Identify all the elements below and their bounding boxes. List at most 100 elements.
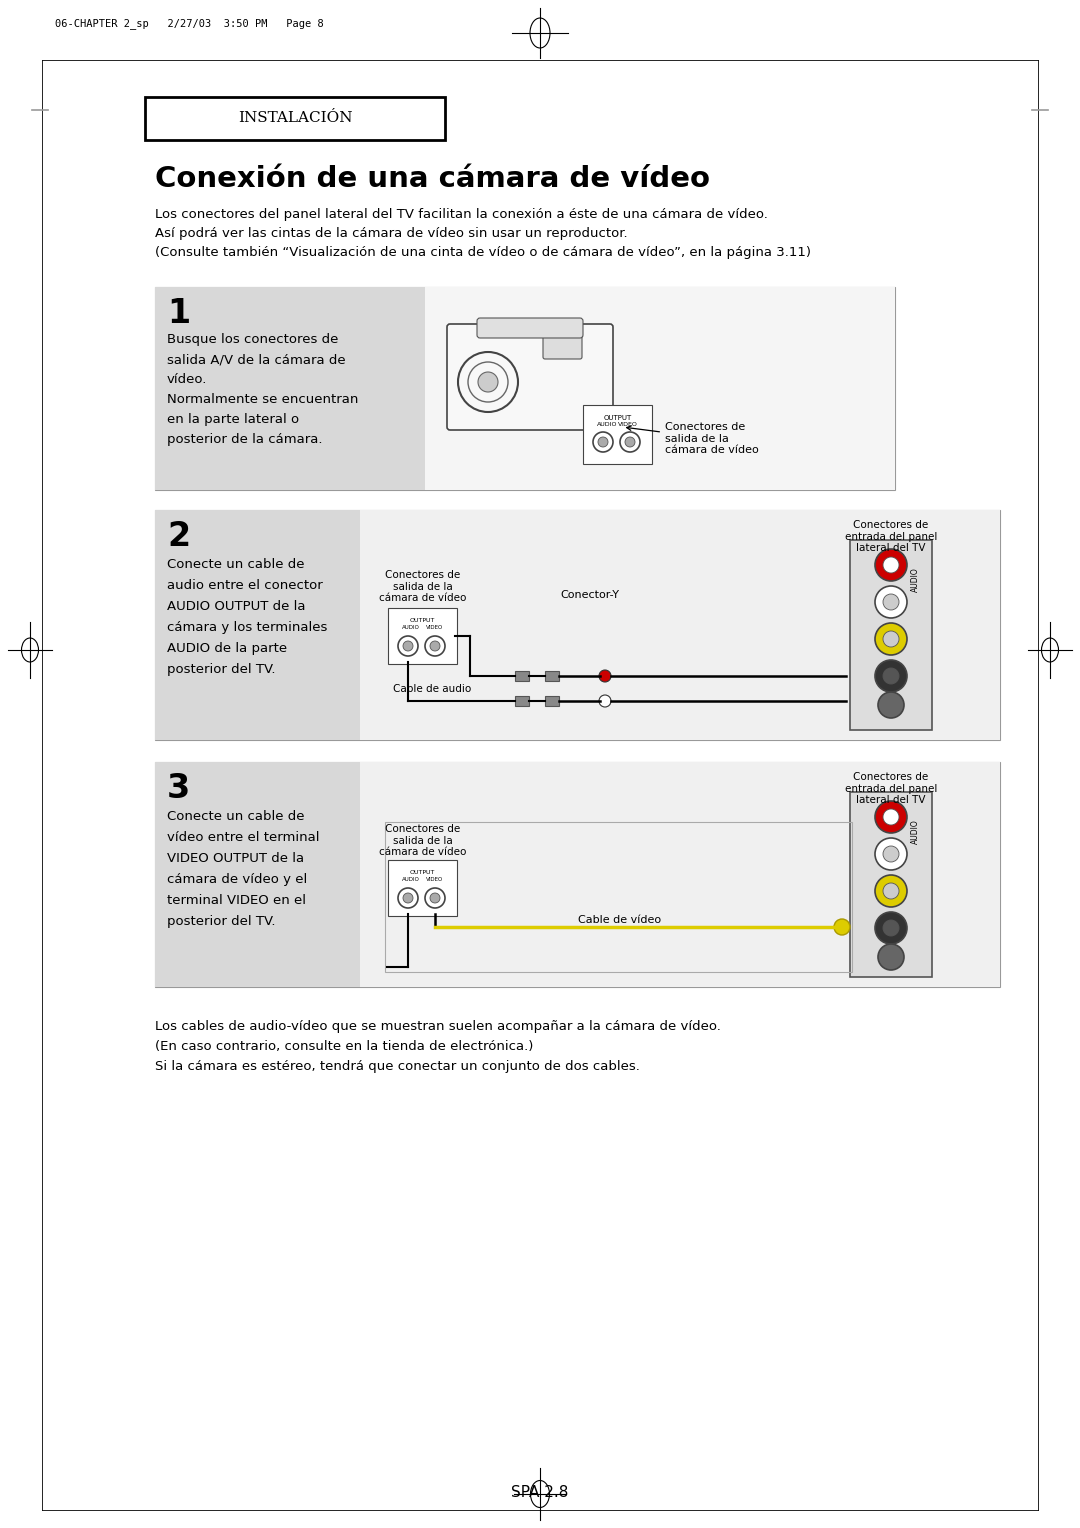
Text: OUTPUT: OUTPUT bbox=[604, 416, 632, 422]
Circle shape bbox=[883, 920, 899, 937]
Text: (Consulte también “Visualización de una cinta de vídeo o de cámara de vídeo”, en: (Consulte también “Visualización de una … bbox=[156, 246, 811, 260]
Circle shape bbox=[875, 660, 907, 692]
Text: Conectores de
salida de la
cámara de vídeo: Conectores de salida de la cámara de víd… bbox=[626, 422, 759, 455]
FancyBboxPatch shape bbox=[360, 510, 1000, 740]
Text: (En caso contrario, consulte en la tienda de electrónica.): (En caso contrario, consulte en la tiend… bbox=[156, 1041, 534, 1053]
FancyBboxPatch shape bbox=[388, 608, 457, 665]
Text: Cable de audio: Cable de audio bbox=[393, 685, 472, 694]
Text: salida A/V de la cámara de: salida A/V de la cámara de bbox=[167, 353, 346, 367]
Text: Normalmente se encuentran: Normalmente se encuentran bbox=[167, 393, 359, 406]
Text: terminal VIDEO en el: terminal VIDEO en el bbox=[167, 894, 306, 908]
Text: Conexión de una cámara de vídeo: Conexión de una cámara de vídeo bbox=[156, 165, 710, 193]
Text: Conectores de
salida de la
cámara de vídeo: Conectores de salida de la cámara de víd… bbox=[379, 570, 467, 604]
FancyBboxPatch shape bbox=[850, 539, 932, 730]
Circle shape bbox=[599, 695, 611, 707]
Text: posterior del TV.: posterior del TV. bbox=[167, 663, 275, 675]
Text: 1: 1 bbox=[167, 296, 190, 330]
Text: cámara de vídeo y el: cámara de vídeo y el bbox=[167, 872, 307, 886]
Circle shape bbox=[875, 587, 907, 617]
Circle shape bbox=[875, 549, 907, 581]
Text: VIDEO OUTPUT de la: VIDEO OUTPUT de la bbox=[167, 853, 305, 865]
Text: Así podrá ver las cintas de la cámara de vídeo sin usar un reproductor.: Así podrá ver las cintas de la cámara de… bbox=[156, 228, 627, 240]
Text: 3: 3 bbox=[167, 772, 190, 805]
Text: Los conectores del panel lateral del TV facilitan la conexión a éste de una cáma: Los conectores del panel lateral del TV … bbox=[156, 208, 768, 222]
Text: VIDEO: VIDEO bbox=[426, 625, 443, 630]
FancyBboxPatch shape bbox=[156, 510, 360, 740]
Circle shape bbox=[878, 692, 904, 718]
Circle shape bbox=[478, 371, 498, 393]
Text: Si la cámara es estéreo, tendrá que conectar un conjunto de dos cables.: Si la cámara es estéreo, tendrá que cone… bbox=[156, 1060, 639, 1073]
Text: OUTPUT: OUTPUT bbox=[409, 869, 435, 876]
Circle shape bbox=[834, 918, 850, 935]
Text: SPA 2.8: SPA 2.8 bbox=[511, 1485, 569, 1500]
Text: Los cables de audio-vídeo que se muestran suelen acompañar a la cámara de vídeo.: Los cables de audio-vídeo que se muestra… bbox=[156, 1021, 720, 1033]
Text: AUDIO: AUDIO bbox=[402, 877, 419, 882]
FancyBboxPatch shape bbox=[545, 695, 559, 706]
Text: AUDIO: AUDIO bbox=[402, 625, 419, 630]
Text: en la parte lateral o: en la parte lateral o bbox=[167, 413, 299, 426]
FancyBboxPatch shape bbox=[543, 330, 582, 359]
Text: vídeo entre el terminal: vídeo entre el terminal bbox=[167, 831, 320, 843]
Text: 06-CHAPTER 2_sp   2/27/03  3:50 PM   Page 8: 06-CHAPTER 2_sp 2/27/03 3:50 PM Page 8 bbox=[55, 18, 324, 29]
Text: Busque los conectores de: Busque los conectores de bbox=[167, 333, 338, 345]
Text: VIDEO: VIDEO bbox=[426, 877, 443, 882]
Circle shape bbox=[430, 892, 440, 903]
Text: INSTALACIÓN: INSTALACIÓN bbox=[238, 112, 352, 125]
Circle shape bbox=[625, 437, 635, 448]
FancyBboxPatch shape bbox=[545, 671, 559, 681]
Circle shape bbox=[875, 623, 907, 656]
Text: OUTPUT: OUTPUT bbox=[409, 617, 435, 623]
Circle shape bbox=[883, 847, 899, 862]
Text: Conectores de
entrada del panel
lateral del TV: Conectores de entrada del panel lateral … bbox=[845, 772, 937, 805]
FancyBboxPatch shape bbox=[360, 762, 1000, 987]
Text: AUDIO: AUDIO bbox=[597, 422, 618, 426]
Circle shape bbox=[883, 668, 899, 685]
Text: posterior del TV.: posterior del TV. bbox=[167, 915, 275, 927]
FancyBboxPatch shape bbox=[515, 695, 529, 706]
FancyBboxPatch shape bbox=[515, 671, 529, 681]
FancyBboxPatch shape bbox=[156, 287, 426, 490]
Circle shape bbox=[599, 669, 611, 681]
Circle shape bbox=[598, 437, 608, 448]
Text: AUDIO OUTPUT de la: AUDIO OUTPUT de la bbox=[167, 601, 306, 613]
Text: Cable de vídeo: Cable de vídeo bbox=[579, 915, 662, 924]
FancyBboxPatch shape bbox=[156, 510, 1000, 740]
Circle shape bbox=[875, 801, 907, 833]
Circle shape bbox=[875, 912, 907, 944]
Circle shape bbox=[883, 558, 899, 573]
Text: Conecte un cable de: Conecte un cable de bbox=[167, 810, 305, 824]
Circle shape bbox=[878, 944, 904, 970]
Circle shape bbox=[883, 594, 899, 610]
Circle shape bbox=[883, 631, 899, 646]
FancyBboxPatch shape bbox=[388, 860, 457, 915]
FancyBboxPatch shape bbox=[583, 405, 652, 465]
Circle shape bbox=[403, 892, 413, 903]
Text: Conectores de
entrada del panel
lateral del TV: Conectores de entrada del panel lateral … bbox=[845, 520, 937, 553]
Text: vídeo.: vídeo. bbox=[167, 373, 207, 387]
Text: VIDEO: VIDEO bbox=[618, 422, 637, 426]
Text: audio entre el conector: audio entre el conector bbox=[167, 579, 323, 591]
Text: cámara y los terminales: cámara y los terminales bbox=[167, 620, 327, 634]
FancyBboxPatch shape bbox=[156, 762, 360, 987]
FancyBboxPatch shape bbox=[426, 287, 895, 490]
Text: Conecte un cable de: Conecte un cable de bbox=[167, 558, 305, 571]
FancyBboxPatch shape bbox=[477, 318, 583, 338]
Text: Conectores de
salida de la
cámara de vídeo: Conectores de salida de la cámara de víd… bbox=[379, 824, 467, 857]
FancyBboxPatch shape bbox=[850, 792, 932, 976]
Text: Conector-Y: Conector-Y bbox=[561, 590, 619, 601]
Text: AUDIO de la parte: AUDIO de la parte bbox=[167, 642, 287, 656]
FancyBboxPatch shape bbox=[447, 324, 613, 429]
Circle shape bbox=[875, 876, 907, 908]
FancyBboxPatch shape bbox=[145, 96, 445, 141]
Circle shape bbox=[883, 808, 899, 825]
Circle shape bbox=[430, 642, 440, 651]
Text: 2: 2 bbox=[167, 520, 190, 553]
FancyBboxPatch shape bbox=[156, 287, 895, 490]
Circle shape bbox=[883, 883, 899, 898]
Circle shape bbox=[403, 642, 413, 651]
FancyBboxPatch shape bbox=[156, 762, 1000, 987]
Text: AUDIO: AUDIO bbox=[912, 819, 920, 845]
Circle shape bbox=[875, 837, 907, 869]
Text: posterior de la cámara.: posterior de la cámara. bbox=[167, 432, 323, 446]
Text: AUDIO: AUDIO bbox=[912, 567, 920, 593]
